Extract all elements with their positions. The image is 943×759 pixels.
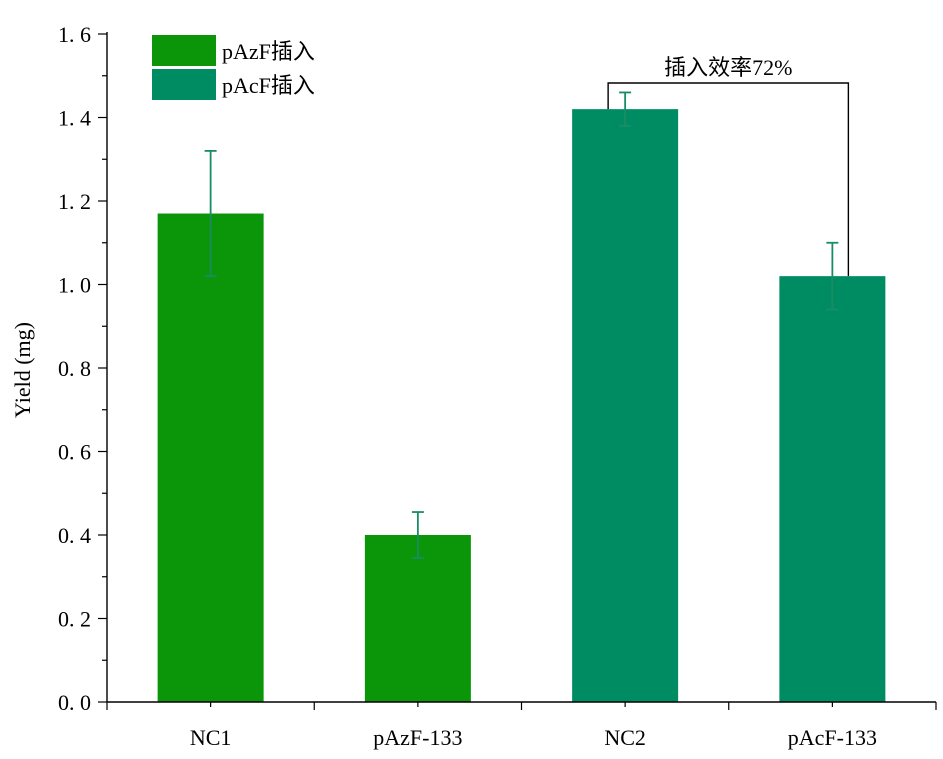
- error-bar-pazf-133: [411, 511, 424, 559]
- bars-group: [157, 109, 886, 702]
- error-bar-pacf-133: [826, 241, 839, 311]
- bar-nc1: [157, 213, 264, 702]
- y-tick-label: 0. 4: [58, 523, 91, 548]
- error-bar-nc1: [204, 149, 217, 278]
- legend: pAzF插入 pAcF插入: [152, 35, 315, 100]
- y-tick-label: 0. 0: [58, 690, 91, 715]
- y-axis-title: Yield (mg): [10, 322, 35, 418]
- y-tick-label: 0. 2: [58, 607, 91, 632]
- legend-entry-1: pAzF插入: [152, 35, 315, 66]
- error-bar-nc2: [619, 91, 632, 127]
- y-tick-label: 1. 6: [58, 22, 91, 47]
- bracket-line: [607, 82, 850, 277]
- legend-label: pAzF插入: [222, 39, 315, 64]
- bar-pazf-133: [364, 535, 471, 702]
- annotation-label: 插入效率72%: [664, 55, 792, 80]
- error-bars-group: [204, 91, 839, 559]
- legend-swatch: [152, 69, 216, 100]
- legend-swatch: [152, 35, 216, 66]
- x-tick-label-pazf-133: pAzF-133: [373, 725, 462, 750]
- annotation-bracket: 插入效率72%: [607, 55, 850, 277]
- x-tick-label-pacf-133: pAcF-133: [788, 725, 877, 750]
- y-tick-label: 0. 8: [58, 356, 91, 381]
- bar-pacf-133: [779, 276, 886, 702]
- legend-label: pAcF插入: [222, 73, 315, 98]
- y-tick-label: 1. 4: [58, 106, 91, 131]
- axes-group: 0. 0 0. 2 0. 4 0. 6 0. 8 1. 0 1. 2 1. 4 1. 6 NC1 p…: [58, 22, 937, 750]
- x-tick-label-nc2: NC2: [604, 725, 646, 750]
- x-tick-label-nc1: NC1: [190, 725, 232, 750]
- legend-entry-2: pAcF插入: [152, 69, 315, 100]
- y-tick-label: 1. 2: [58, 189, 91, 214]
- y-tick-label: 1. 0: [58, 273, 91, 298]
- y-tick-label: 0. 6: [58, 440, 91, 465]
- bar-nc2: [572, 109, 679, 702]
